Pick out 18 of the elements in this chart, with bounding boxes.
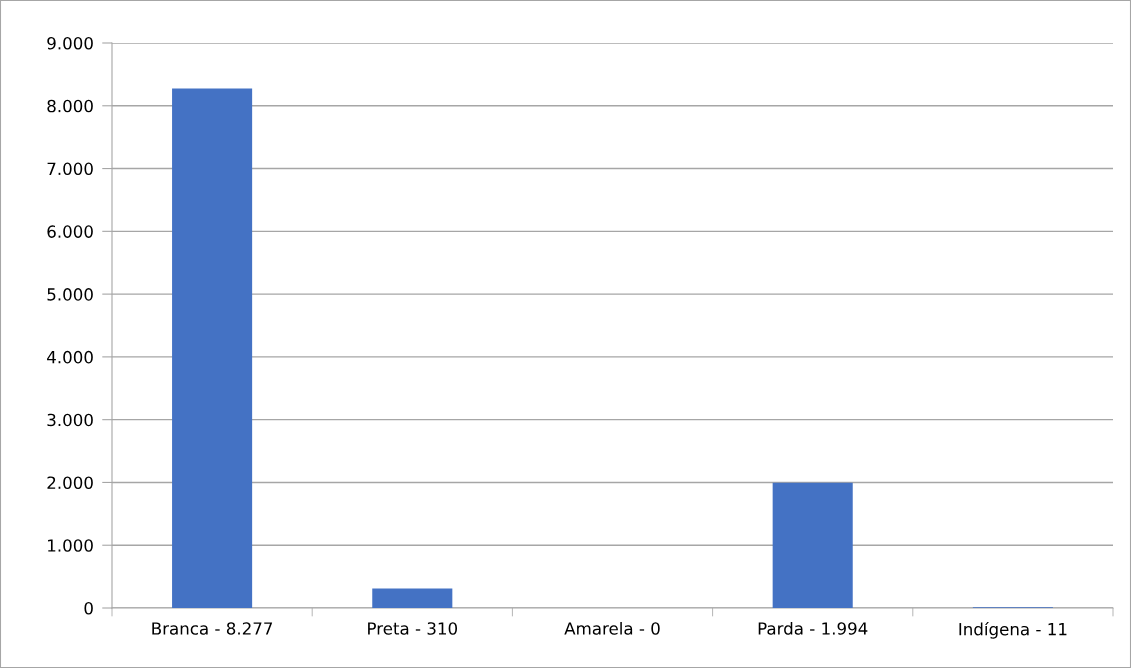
y-tick-label: 7.000 [47,162,93,176]
bar [172,88,253,608]
bar [372,588,453,608]
y-tick-label: 0 [84,601,93,615]
x-tick-label: Indígena - 11 [959,621,1067,639]
x-tick-label: Amarela - 0 [564,621,660,635]
x-tick-label: Preta - 310 [368,622,458,635]
y-tick-label: 9.000 [47,36,93,50]
y-tick-label: 3.000 [47,413,93,427]
bar [772,482,853,608]
x-tick-label: Parda - 1.994 [758,621,868,635]
y-tick-label: 1.000 [48,539,93,552]
y-tick-label: 6.000 [47,225,93,238]
y-tick-label: 5.000 [47,288,93,301]
y-tick-label: 4.000 [47,350,93,364]
y-tick-label: 2.000 [47,476,93,490]
y-tick-label: 8.000 [47,99,93,113]
x-tick-label: Branca - 8.277 [152,622,273,635]
